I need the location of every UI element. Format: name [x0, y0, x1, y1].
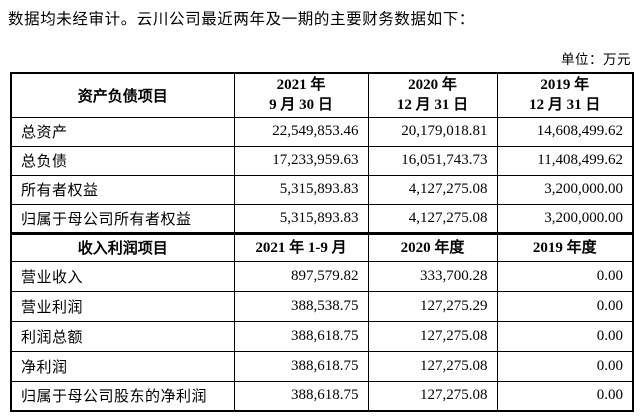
value-2021: 388,618.75: [233, 350, 369, 382]
date-line: 2019 年: [540, 77, 590, 94]
row-label: 营业收入: [10, 260, 235, 292]
value-2020: 4,127,275.08: [367, 203, 498, 234]
value-2021: 17,233,959.63: [233, 145, 369, 176]
table-row-parent-equity: 归属于母公司所有者权益 5,315,893.83 4,127,275.08 3,…: [10, 203, 634, 234]
value-2019: 0.00: [496, 350, 634, 382]
value-2021: 22,549,853.46: [233, 116, 369, 147]
row-label: 利润总额: [10, 320, 235, 352]
balance-col-2019-header: 2019 年 12 月 31 日: [496, 72, 634, 118]
value-2019: 3,200,000.00: [496, 203, 634, 234]
income-col-2021-header: 2021 年 1-9 月: [233, 231, 369, 262]
row-label: 营业利润: [10, 290, 235, 322]
value-2021: 897,579.82: [233, 260, 369, 292]
income-header-row: 收入利润项目 2021 年 1-9 月 2020 年度 2019 年度: [10, 231, 634, 262]
value-2019: 0.00: [496, 320, 634, 352]
row-label: 归属于母公司所有者权益: [10, 203, 235, 234]
value-2021: 388,618.75: [233, 380, 369, 412]
income-section-title: 收入利润项目: [10, 231, 235, 262]
income-col-2019-header: 2019 年度: [496, 231, 634, 262]
row-label: 所有者权益: [10, 174, 235, 205]
row-label: 净利润: [10, 350, 235, 382]
table-row-owners-equity: 所有者权益 5,315,893.83 4,127,275.08 3,200,00…: [10, 174, 634, 205]
value-2021: 5,315,893.83: [233, 174, 369, 205]
table-row-total-profit: 利润总额 388,618.75 127,275.08 0.00: [10, 320, 634, 352]
balance-header-row: 资产负债项目 2021 年 9 月 30 日 2020 年 12 月 31 日 …: [10, 72, 634, 118]
value-2020: 127,275.08: [367, 350, 498, 382]
unit-label: 单位：万元: [561, 52, 631, 67]
value-2019: 14,608,499.62: [496, 116, 634, 147]
value-2020: 4,127,275.08: [367, 174, 498, 205]
intro-text: 数据均未经审计。云川公司最近两年及一期的主要财务数据如下：: [8, 11, 475, 28]
row-label: 总负债: [10, 145, 235, 176]
value-2019: 11,408,499.62: [496, 145, 634, 176]
financial-data-table: 资产负债项目 2021 年 9 月 30 日 2020 年 12 月 31 日 …: [10, 72, 634, 412]
date-line: 12 月 31 日: [396, 97, 469, 114]
value-2020: 127,275.29: [367, 290, 498, 322]
value-2019: 0.00: [496, 260, 634, 292]
value-2020: 127,275.08: [367, 320, 498, 352]
table-row-operating-revenue: 营业收入 897,579.82 333,700.28 0.00: [10, 260, 634, 292]
date-line: 2020 年: [408, 77, 457, 94]
value-2020: 16,051,743.73: [367, 145, 498, 176]
date-line: 2021 年: [276, 77, 326, 94]
table-row-total-liabilities: 总负债 17,233,959.63 16,051,743.73 11,408,4…: [10, 145, 634, 176]
value-2020: 20,179,018.81: [367, 116, 498, 147]
value-2021: 388,618.75: [233, 320, 369, 352]
balance-col-2020-header: 2020 年 12 月 31 日: [367, 72, 498, 118]
row-label: 归属于母公司股东的净利润: [10, 380, 235, 412]
table-row-parent-net-profit: 归属于母公司股东的净利润 388,618.75 127,275.08 0.00: [10, 380, 634, 412]
value-2019: 0.00: [496, 380, 634, 412]
table-row-total-assets: 总资产 22,549,853.46 20,179,018.81 14,608,4…: [10, 116, 634, 147]
value-2019: 3,200,000.00: [496, 174, 634, 205]
balance-col-2021-header: 2021 年 9 月 30 日: [233, 72, 369, 118]
table-row-net-profit: 净利润 388,618.75 127,275.08 0.00: [10, 350, 634, 382]
table-row-operating-profit: 营业利润 388,538.75 127,275.29 0.00: [10, 290, 634, 322]
value-2020: 333,700.28: [367, 260, 498, 292]
income-col-2020-header: 2020 年度: [367, 231, 498, 262]
balance-section-title: 资产负债项目: [10, 72, 235, 118]
date-line: 12 月 31 日: [529, 97, 601, 114]
value-2021: 5,315,893.83: [233, 203, 369, 234]
date-line: 9 月 30 日: [269, 97, 333, 114]
row-label: 总资产: [10, 116, 235, 147]
value-2020: 127,275.08: [367, 380, 498, 412]
value-2021: 388,538.75: [233, 290, 369, 322]
value-2019: 0.00: [496, 290, 634, 322]
